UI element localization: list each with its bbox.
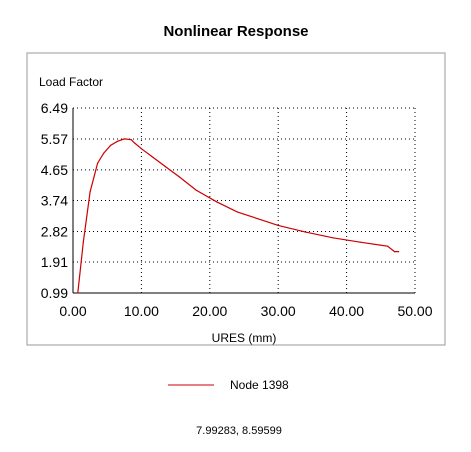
data-point xyxy=(178,176,180,178)
y-tick-label: 1.91 xyxy=(41,254,68,270)
y-tick-label: 3.74 xyxy=(41,193,68,209)
chart-title: Nonlinear Response xyxy=(163,23,308,40)
x-axis-title: URES (mm) xyxy=(212,331,277,345)
data-point xyxy=(130,139,132,141)
data-point xyxy=(195,189,197,191)
data-point xyxy=(103,152,105,154)
data-point xyxy=(77,292,79,294)
data-point xyxy=(393,251,396,253)
x-tick-label: 40.00 xyxy=(329,303,364,319)
x-tick-labels: 0.00 10.00 20.00 30.00 40.00 50.00 xyxy=(59,303,432,319)
data-point xyxy=(332,237,334,239)
data-point xyxy=(82,241,84,243)
data-point xyxy=(89,191,91,193)
y-tick-labels: 0.99 1.91 2.82 3.74 4.65 5.57 6.49 xyxy=(41,100,68,301)
data-point xyxy=(387,245,389,247)
x-tick-label: 20.00 xyxy=(192,303,227,319)
data-point xyxy=(97,162,99,164)
data-point xyxy=(359,241,361,243)
data-point xyxy=(304,231,307,233)
data-point xyxy=(116,140,119,142)
y-tick-label: 5.57 xyxy=(41,131,68,147)
data-point xyxy=(110,144,112,146)
grid xyxy=(73,107,416,293)
axes xyxy=(72,108,415,294)
data-point xyxy=(151,155,153,158)
data-point xyxy=(257,218,259,220)
data-point xyxy=(216,201,218,203)
legend-label: Node 1398 xyxy=(230,378,289,392)
series-group xyxy=(77,138,400,294)
data-point xyxy=(123,138,125,140)
y-tick-label: 0.99 xyxy=(41,285,68,301)
coordinate-readout: 7.99283, 8.59599 xyxy=(196,425,282,437)
y-tick-label: 6.49 xyxy=(41,100,68,116)
x-tick-label: 10.00 xyxy=(124,303,159,319)
chart-frame xyxy=(26,52,446,346)
y-tick-label: 4.65 xyxy=(41,162,68,178)
data-point xyxy=(164,165,166,168)
data-point xyxy=(236,211,238,213)
data-point xyxy=(277,224,279,226)
data-point xyxy=(133,142,136,144)
y-axis-title: Load Factor xyxy=(39,75,103,89)
x-tick-label: 50.00 xyxy=(397,303,432,319)
data-point xyxy=(140,148,142,150)
x-tick-label: 30.00 xyxy=(261,303,296,319)
x-tick-label: 0.00 xyxy=(59,303,86,319)
data-point xyxy=(397,251,400,253)
y-tick-label: 2.82 xyxy=(41,223,68,239)
